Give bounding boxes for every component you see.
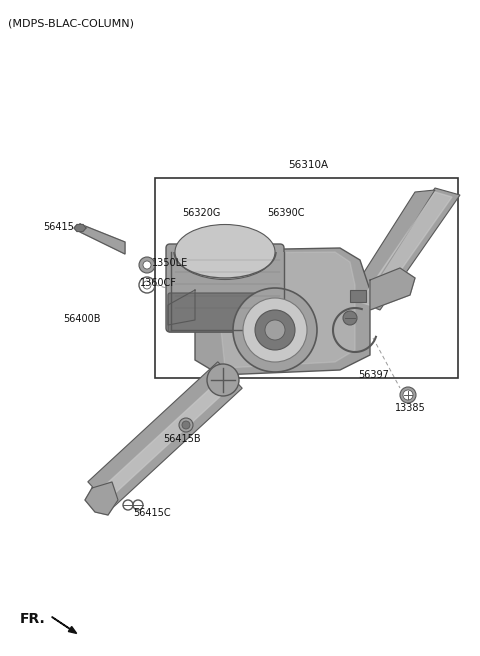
Circle shape [207, 364, 239, 396]
Text: 56390C: 56390C [267, 208, 304, 218]
Circle shape [143, 261, 151, 269]
Polygon shape [195, 248, 370, 375]
Text: 56310A: 56310A [288, 160, 328, 170]
Text: 56415C: 56415C [133, 508, 170, 518]
Circle shape [182, 421, 190, 429]
Bar [350, 290, 366, 302]
Circle shape [233, 288, 317, 372]
Circle shape [243, 298, 307, 362]
Text: 13385: 13385 [395, 403, 426, 413]
Polygon shape [99, 375, 234, 500]
Text: 56397: 56397 [358, 370, 389, 380]
Polygon shape [360, 192, 452, 307]
Polygon shape [355, 188, 460, 310]
Bar [155, 178, 458, 378]
Polygon shape [74, 224, 86, 232]
Circle shape [179, 418, 193, 432]
Text: 56415B: 56415B [163, 434, 201, 444]
Polygon shape [168, 290, 195, 325]
Polygon shape [215, 252, 355, 368]
Ellipse shape [175, 224, 275, 279]
Text: 56415: 56415 [43, 222, 74, 232]
FancyBboxPatch shape [168, 293, 287, 332]
Circle shape [403, 390, 413, 400]
Polygon shape [80, 224, 125, 254]
Polygon shape [85, 482, 118, 515]
Circle shape [139, 257, 155, 273]
Text: 56400B: 56400B [63, 314, 100, 324]
Circle shape [400, 387, 416, 403]
Text: FR.: FR. [20, 612, 46, 626]
Text: 56320G: 56320G [182, 208, 220, 218]
Text: 1360CF: 1360CF [140, 278, 177, 288]
Polygon shape [340, 190, 435, 310]
Polygon shape [370, 268, 415, 310]
Bar [170, 252, 285, 327]
Text: (MDPS-BLAC-COLUMN): (MDPS-BLAC-COLUMN) [8, 18, 134, 28]
FancyBboxPatch shape [166, 244, 284, 332]
Circle shape [265, 320, 285, 340]
FancyArrow shape [52, 617, 77, 634]
Text: 1350LE: 1350LE [152, 258, 188, 268]
Polygon shape [88, 361, 242, 508]
Circle shape [255, 310, 295, 350]
Circle shape [343, 311, 357, 325]
